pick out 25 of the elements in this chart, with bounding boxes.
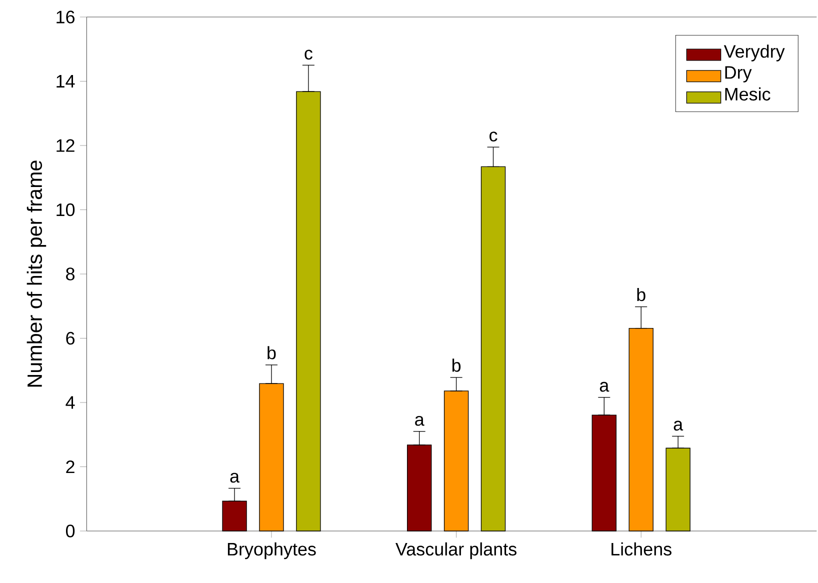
data-label: b xyxy=(637,288,646,302)
y-tick-label: 16 xyxy=(56,10,74,24)
data-label: b xyxy=(268,346,276,360)
y-tick-label: 6 xyxy=(66,332,74,345)
data-label: b xyxy=(452,358,461,372)
data-label: c xyxy=(490,132,498,142)
data-label: a xyxy=(415,416,424,426)
x-tick-label: Lichens xyxy=(612,542,672,556)
x-tick-label: Bryophytes xyxy=(228,542,316,560)
y-tick-label: 4 xyxy=(66,396,75,409)
x-tick-label: Vascular plants xyxy=(396,542,516,560)
y-tick-label: 2 xyxy=(66,460,74,474)
data-label: a xyxy=(230,472,240,483)
data-label: c xyxy=(304,50,312,60)
y-tick-label: 14 xyxy=(56,75,75,88)
y-tick-label: 12 xyxy=(56,139,74,152)
y-tick-label: 0 xyxy=(66,524,75,538)
legend-label: Dry xyxy=(725,66,752,82)
data-label: a xyxy=(674,420,684,431)
legend-label: Verydry xyxy=(724,44,785,62)
y-tick-label: 8 xyxy=(66,268,74,280)
data-label: a xyxy=(600,382,610,392)
y-axis-title: Number of hits per frame xyxy=(26,160,46,387)
legend-label: Mesic xyxy=(725,87,770,101)
y-tick-label: 10 xyxy=(56,203,75,216)
